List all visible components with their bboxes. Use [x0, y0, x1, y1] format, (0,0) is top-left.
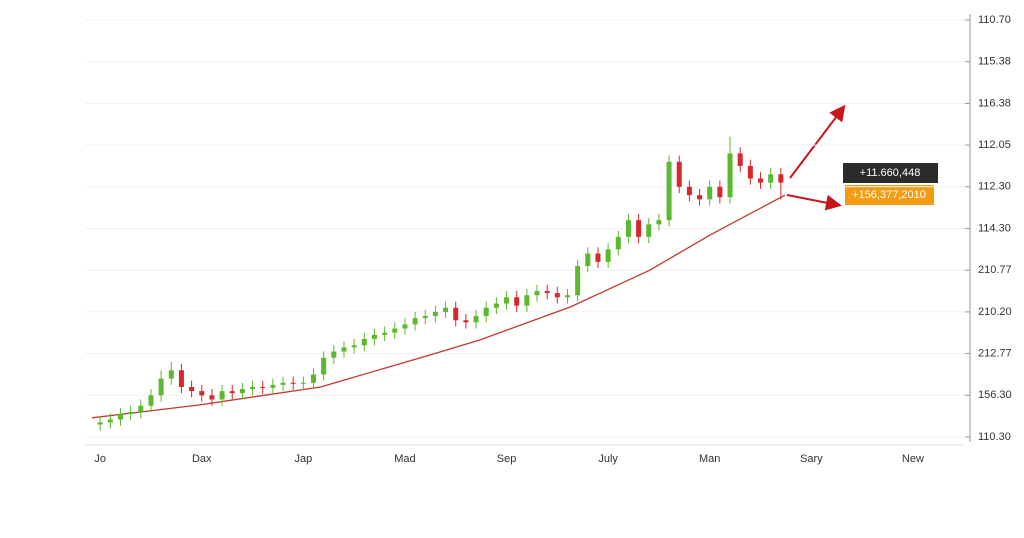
candle-body: [331, 351, 337, 358]
y-tick-label: 112.05: [978, 139, 1011, 151]
candle-body: [341, 347, 347, 352]
candle-body: [239, 389, 245, 394]
candle-body: [686, 186, 692, 196]
x-tick-label: Dax: [192, 453, 212, 465]
candle-body: [199, 391, 205, 396]
trend-line: [91, 194, 786, 419]
candle-body: [117, 414, 123, 420]
candle-body: [778, 174, 784, 183]
x-tick-label: Jo: [94, 453, 106, 465]
x-tick-label: Sary: [800, 453, 823, 465]
candle-body: [290, 382, 296, 384]
x-tick-label: July: [598, 453, 618, 465]
candle-body: [493, 303, 499, 308]
candle-body: [717, 186, 723, 198]
annotation: +11.660,448: [860, 167, 921, 179]
candle-body: [564, 295, 570, 298]
candle-body: [625, 220, 631, 237]
candle-body: [128, 411, 134, 415]
candle-body: [260, 386, 266, 388]
x-tick-label: New: [902, 453, 924, 465]
candle-body: [361, 339, 367, 346]
candle-body: [371, 334, 377, 340]
candle-body: [615, 236, 621, 250]
candle-body: [697, 195, 703, 200]
annotation: +156,377,2010: [852, 189, 926, 201]
candle-body: [219, 391, 225, 400]
candle-body: [676, 161, 682, 187]
candle-body: [656, 220, 662, 225]
annotation-box: [845, 185, 934, 205]
candle-body: [432, 311, 438, 317]
candle-body: [229, 391, 235, 394]
x-tick-label: Man: [699, 453, 720, 465]
candle-body: [768, 174, 774, 183]
candle-body: [422, 316, 428, 319]
candle-body: [544, 291, 550, 294]
candle-body: [646, 224, 652, 237]
candle-body: [280, 382, 286, 385]
candle-body: [524, 295, 530, 306]
candle-body: [636, 220, 642, 237]
candle-body: [534, 291, 540, 296]
candle-body: [148, 395, 154, 406]
candle-body: [158, 378, 164, 396]
x-tick-label: Jap: [294, 453, 312, 465]
candle-body: [443, 307, 449, 312]
candle-body: [300, 382, 306, 384]
candle-body: [321, 357, 327, 375]
y-tick-label: 156.30: [978, 389, 1012, 401]
y-tick-label: 110.30: [978, 431, 1011, 443]
y-tick-label: 210.77: [978, 264, 1012, 276]
candle-body: [463, 320, 469, 323]
candle-body: [727, 153, 733, 198]
candle-body: [737, 153, 743, 166]
candle-body: [402, 324, 408, 329]
arrow: [786, 194, 842, 211]
candle-body: [168, 370, 174, 379]
candle-body: [575, 266, 581, 296]
y-tick-label: 115.38: [978, 56, 1011, 68]
candle-body: [351, 345, 357, 348]
candle-body: [270, 384, 276, 388]
x-tick-label: Sep: [497, 453, 517, 465]
candle-body: [97, 422, 103, 425]
candle-body: [504, 297, 510, 304]
y-tick-label: 112.30: [978, 181, 1011, 193]
y-tick-label: 110.70: [978, 14, 1011, 26]
y-tick-label: 116.38: [978, 97, 1011, 109]
candle-body: [605, 249, 611, 262]
candle-body: [392, 328, 398, 333]
candle-body: [483, 307, 489, 317]
arrow: [789, 104, 846, 179]
candle-body: [209, 395, 215, 400]
candle-body: [595, 253, 601, 262]
candle-body: [178, 370, 184, 387]
candle-body: [453, 307, 459, 321]
candle-body: [107, 419, 113, 423]
candle-body: [585, 253, 591, 267]
candle-body: [412, 318, 418, 325]
candle-body: [311, 374, 317, 383]
candle-body: [189, 386, 195, 392]
candle-body: [473, 316, 479, 323]
candle-body: [138, 405, 144, 412]
candle-body: [250, 386, 256, 390]
y-tick-label: 212.77: [978, 348, 1012, 360]
candle-body: [666, 161, 672, 221]
candle-body: [382, 332, 388, 335]
annotation-box: [843, 163, 938, 183]
candle-body: [554, 293, 560, 298]
candle-body: [747, 165, 753, 179]
y-tick-label: 114.30: [978, 222, 1011, 234]
candle-body: [758, 178, 764, 183]
candle-body: [707, 186, 713, 200]
candle-body: [514, 297, 520, 306]
x-tick-label: Mad: [394, 453, 415, 465]
y-tick-label: 210.20: [978, 306, 1012, 318]
